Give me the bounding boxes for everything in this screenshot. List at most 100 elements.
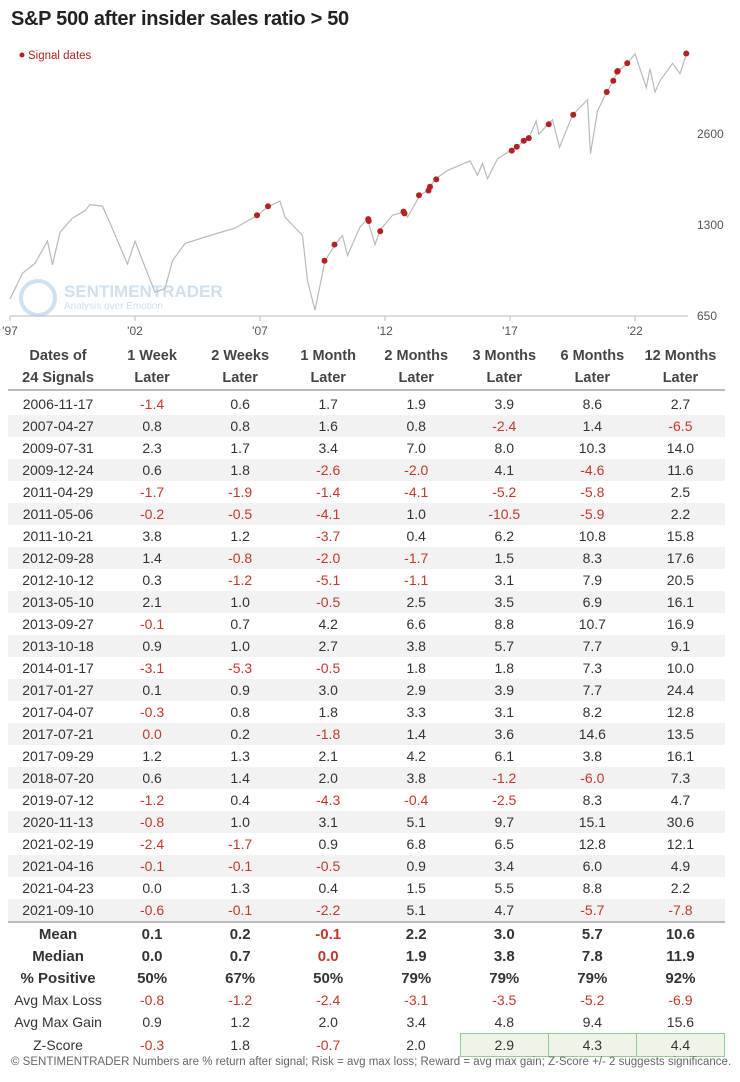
return-cell: 3.1	[284, 811, 373, 833]
return-cell: 1.8	[196, 459, 285, 481]
table-row: 2011-04-29 -1.7 -1.9 -1.4 -4.1 -5.2 -5.8 2.5	[8, 481, 725, 503]
signal-dot	[545, 121, 552, 128]
column-header: 24 Signals	[8, 367, 109, 391]
table-row: 2021-04-16 -0.1 -0.1 -0.5 0.9 3.4 6.0 4.9	[8, 855, 725, 877]
return-cell: 0.8	[196, 415, 285, 437]
return-cell: 0.9	[372, 855, 461, 877]
return-cell: -1.7	[140, 484, 165, 500]
return-cell: 0.1	[108, 679, 197, 701]
return-cell: 15.8	[666, 528, 695, 544]
return-cell: 24.4	[636, 679, 725, 701]
return-cell: 2.7	[670, 396, 691, 412]
signal-dot	[265, 203, 271, 210]
stat-value: 4.8	[494, 1014, 514, 1030]
signal-date-cell: 2020-11-13	[8, 811, 109, 833]
table-row: 2017-04-07 -0.3 0.8 1.8 3.3 3.1 8.2 12.8	[8, 701, 725, 723]
return-cell: 1.7	[318, 396, 338, 412]
return-cell: 17.6	[636, 547, 725, 569]
return-cell: 1.3	[230, 880, 250, 896]
stat-label: Avg Max Gain	[14, 1014, 102, 1031]
stat-label: Z-Score	[33, 1037, 83, 1053]
return-cell: -4.6	[548, 459, 637, 481]
return-cell: 1.0	[372, 503, 461, 525]
signal-date-cell: 2018-07-20	[8, 767, 109, 789]
signal-date-cell: 2009-07-31	[22, 440, 94, 456]
return-cell: -1.4	[140, 396, 165, 412]
return-cell: 1.4	[196, 767, 285, 789]
signal-date-cell: 2021-04-23	[22, 880, 94, 896]
return-cell: 1.5	[406, 880, 426, 896]
signal-date-cell: 2013-09-27	[22, 616, 94, 632]
signal-date-cell: 2021-04-16	[8, 855, 109, 877]
table-row: 2012-09-28 1.4 -0.8 -2.0 -1.7 1.5 8.3 17.6	[8, 547, 725, 569]
signal-dot	[331, 241, 338, 248]
sp500-price-line	[9, 50, 689, 311]
signal-dot	[603, 89, 610, 96]
x-tick-label: '17	[502, 324, 518, 338]
watermark-text: SENTIMENTRADER	[64, 282, 223, 301]
return-cell: 0.6	[108, 459, 197, 481]
stat-value: 3.4	[406, 1014, 426, 1031]
return-cell: -5.8	[580, 484, 605, 500]
table-row: 2017-01-27 0.1 0.9 3.0 2.9 3.9 7.7 24.4	[8, 679, 725, 701]
return-cell: -2.4	[140, 836, 165, 852]
y-tick-label: 2600	[697, 127, 724, 141]
return-cell: 4.9	[636, 855, 725, 877]
stat-value: -3.1	[404, 992, 429, 1008]
table-row: 2013-10-18 0.9 1.0 2.7 3.8 5.7 7.7 9.1	[8, 635, 725, 657]
return-cell: 1.8	[318, 704, 338, 720]
stat-value: 3.8	[493, 947, 515, 965]
return-cell: 14.0	[666, 440, 695, 456]
signal-dot	[427, 183, 433, 190]
table-row: 2021-04-23 0.0 1.3 0.4 1.5 5.5 8.8 2.2	[8, 877, 725, 899]
column-header: Later	[636, 367, 725, 391]
return-cell: 9.1	[636, 635, 725, 657]
signal-dot	[416, 192, 422, 199]
stat-value: 0.7	[229, 947, 251, 965]
signal-date-cell: 2017-01-27	[8, 679, 109, 701]
return-cell: 1.7	[230, 440, 250, 456]
stat-value: 0.9	[142, 1014, 162, 1031]
return-cell: 1.4	[548, 415, 637, 437]
return-cell: 20.5	[666, 572, 695, 588]
return-cell: 1.5	[460, 547, 549, 569]
return-cell: 1.2	[230, 528, 250, 544]
column-header: Later	[548, 367, 637, 391]
return-cell: 6.8	[406, 836, 426, 852]
stat-value: 2.2	[372, 921, 461, 945]
signal-dot	[570, 111, 577, 118]
chart-title: S&P 500 after insider sales ratio > 50	[11, 8, 349, 30]
return-cell: 3.8	[372, 767, 461, 789]
return-cell: 3.1	[494, 704, 514, 720]
table-row: 2011-10-21 3.8 1.2 -3.7 0.4 6.2 10.8 15.8	[8, 525, 725, 547]
return-cell: -2.4	[460, 415, 549, 437]
stat-value: 50%	[313, 969, 344, 987]
return-cell: 3.8	[582, 748, 603, 764]
return-cell: 2.3	[142, 440, 162, 456]
signal-dot	[614, 68, 621, 75]
return-cell: 0.8	[230, 704, 250, 720]
return-cell: 6.0	[548, 855, 637, 877]
return-cell: 0.8	[372, 415, 461, 437]
return-cell: -10.5	[460, 503, 549, 525]
stat-value: 50%	[137, 969, 168, 987]
watermark-logo-icon	[19, 279, 57, 317]
stat-value: 67%	[225, 969, 256, 987]
signal-date-cell: 2017-07-21	[8, 723, 109, 745]
watermark-subtext: Analysis over Emotion	[64, 301, 163, 312]
return-cell: -3.7	[316, 528, 341, 544]
column-header: 2 Weeks	[211, 348, 270, 364]
stat-value: -0.1	[284, 921, 373, 945]
return-cell: -4.1	[284, 503, 373, 525]
signal-date-cell: 2009-12-24	[8, 459, 109, 481]
return-cell: 0.3	[142, 572, 162, 588]
return-cell: -2.0	[284, 547, 373, 569]
legend-label: Signal dates	[28, 50, 92, 62]
return-cell: 10.3	[578, 440, 606, 456]
return-cell: 7.7	[548, 635, 637, 657]
return-cell: 1.0	[196, 811, 285, 833]
table-row: 2021-09-10 -0.6 -0.1 -2.2 5.1 4.7 -5.7 -7.8	[8, 899, 725, 922]
stat-value: -0.7	[316, 1037, 341, 1053]
signal-returns-table: Dates of 1 Week 2 Weeks 1 Month 2 Months 3 Mo…	[8, 345, 726, 1057]
